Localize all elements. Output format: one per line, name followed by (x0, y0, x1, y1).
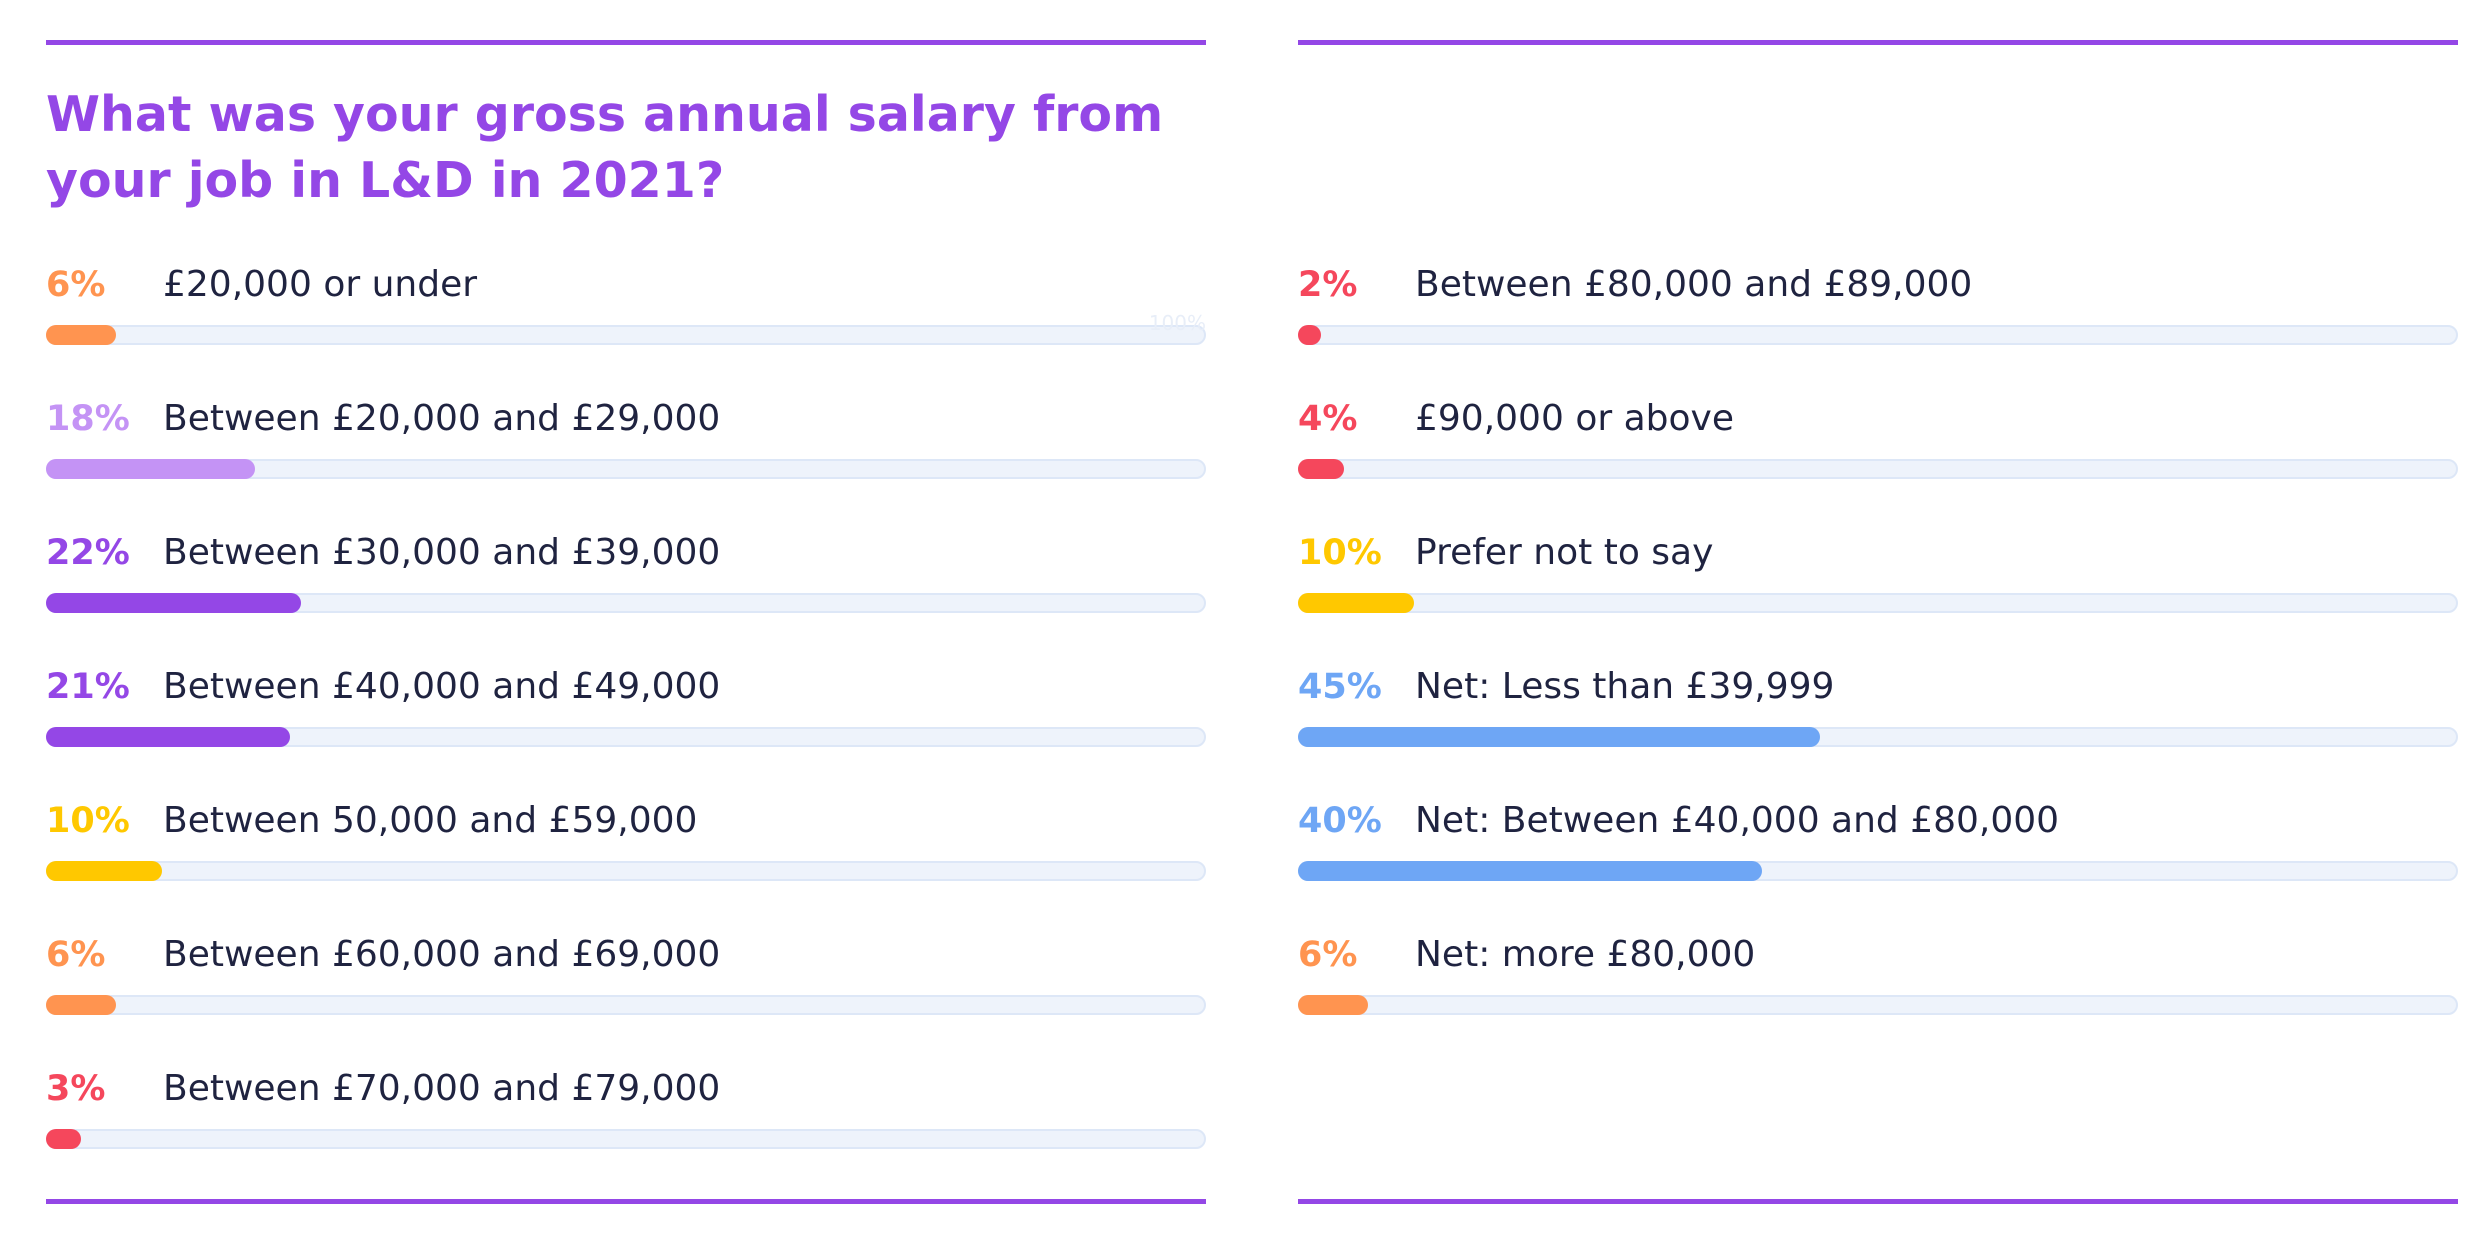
bar-category-label: £90,000 or above (1415, 398, 1734, 439)
bar-percent-label: 45% (1298, 667, 1382, 707)
bar-category-label: £20,000 or under (163, 264, 478, 305)
bar-row: 45% Net: Less than £39,999 (1298, 665, 2458, 799)
bar-row: 3% Between £70,000 and £79,000 (46, 1067, 1206, 1201)
bar-fill (46, 459, 255, 479)
bar-fill (1298, 727, 1820, 747)
bar-category-label: Net: Less than £39,999 (1415, 666, 1835, 707)
bar-category-label: Between £30,000 and £39,000 (163, 532, 721, 573)
bar-category-label: Net: more £80,000 (1415, 934, 1756, 975)
bar-fill (1298, 459, 1345, 479)
bar-percent-label: 4% (1298, 399, 1358, 439)
bar-percent-label: 6% (1298, 935, 1358, 975)
bar-track (1298, 995, 2458, 1015)
bar-percent-label: 10% (46, 801, 130, 841)
bar-percent-label: 18% (46, 399, 130, 439)
scale-max-label: 100% (1148, 311, 1206, 335)
bar-track (46, 325, 1206, 345)
bar-percent-label: 2% (1298, 265, 1358, 305)
bar-category-label: Between £40,000 and £49,000 (163, 666, 721, 707)
bar-fill (46, 861, 162, 881)
bar-track (46, 995, 1206, 1015)
bar-track (46, 1129, 1206, 1149)
top-rule-right (1298, 40, 2458, 45)
bar-row: 18% Between £20,000 and £29,000 (46, 397, 1206, 531)
bar-row: 21% Between £40,000 and £49,000 (46, 665, 1206, 799)
bar-track (46, 861, 1206, 881)
bar-fill (46, 593, 302, 613)
bar-category-label: Between £20,000 and £29,000 (163, 398, 721, 439)
bar-category-label: Prefer not to say (1415, 532, 1714, 573)
chart-title: What was your gross annual salary from y… (46, 86, 1164, 209)
bar-fill (46, 995, 116, 1015)
bar-percent-label: 10% (1298, 533, 1382, 573)
bar-fill (1298, 325, 1322, 345)
bar-category-label: Between £80,000 and £89,000 (1415, 264, 1973, 305)
top-rule-left (46, 40, 1206, 45)
bar-row: 4% £90,000 or above (1298, 397, 2458, 531)
bar-fill (1298, 593, 1414, 613)
bar-row: 6% Between £60,000 and £69,000 (46, 933, 1206, 1067)
bar-percent-label: 40% (1298, 801, 1382, 841)
bar-percent-label: 3% (46, 1069, 106, 1109)
bar-row: 10% Between 50,000 and £59,000 (46, 799, 1206, 933)
bottom-rule-left (46, 1199, 1206, 1204)
bar-fill (46, 325, 116, 345)
bar-fill (46, 1129, 81, 1149)
bar-category-label: Net: Between £40,000 and £80,000 (1415, 800, 2060, 841)
bar-row: 40% Net: Between £40,000 and £80,000 (1298, 799, 2458, 933)
bar-row: 6% Net: more £80,000 (1298, 933, 2458, 1067)
bar-row: 22% Between £30,000 and £39,000 (46, 531, 1206, 665)
bar-track (1298, 325, 2458, 345)
bar-percent-label: 21% (46, 667, 130, 707)
bar-percent-label: 6% (46, 265, 106, 305)
bar-category-label: Between 50,000 and £59,000 (163, 800, 698, 841)
bar-row: 2% Between £80,000 and £89,000 (1298, 263, 2458, 397)
bar-category-label: Between £70,000 and £79,000 (163, 1068, 721, 1109)
bar-track (1298, 593, 2458, 613)
bottom-rule-right (1298, 1199, 2458, 1204)
bar-percent-label: 6% (46, 935, 106, 975)
bar-percent-label: 22% (46, 533, 130, 573)
bar-fill (1298, 861, 1762, 881)
bar-row: 6% £20,000 or under 100% (46, 263, 1206, 397)
bar-fill (1298, 995, 1368, 1015)
bar-fill (46, 727, 290, 747)
bar-track (1298, 459, 2458, 479)
bar-category-label: Between £60,000 and £69,000 (163, 934, 721, 975)
bar-row: 10% Prefer not to say (1298, 531, 2458, 665)
